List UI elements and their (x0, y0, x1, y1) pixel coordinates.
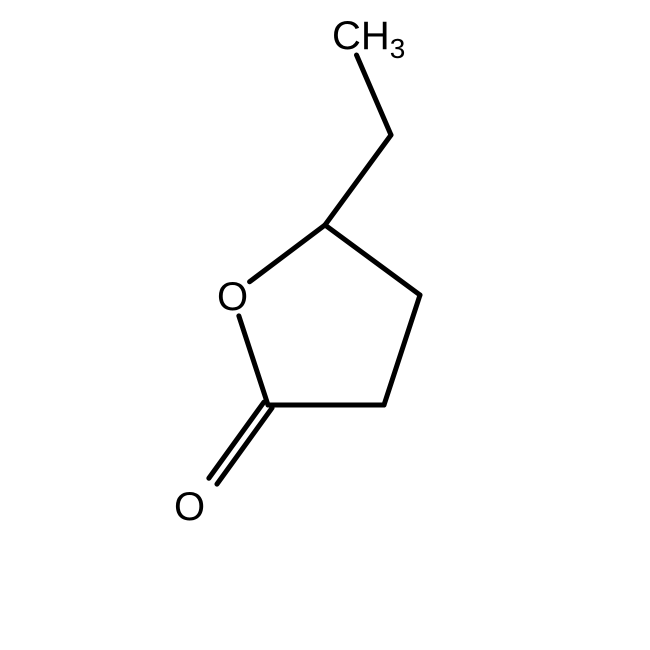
bond-line (217, 408, 272, 484)
atom-subscript: 3 (390, 33, 406, 64)
bond-layer (0, 0, 650, 650)
bond-line (384, 295, 420, 405)
bond-line (325, 135, 391, 225)
bond-line (209, 402, 264, 478)
atom-symbol: CH (332, 14, 390, 58)
bond-line (250, 225, 325, 282)
atom-symbol: O (217, 275, 248, 319)
bond-line (357, 55, 391, 135)
structure-canvas: O O CH3 (0, 0, 650, 650)
atom-label-o-carbonyl: O (174, 487, 205, 527)
bond-line (325, 225, 420, 295)
atom-label-ch3: CH3 (332, 16, 405, 63)
atom-label-o-ring: O (217, 277, 248, 317)
atom-symbol: O (174, 485, 205, 529)
bond-line (239, 316, 268, 405)
